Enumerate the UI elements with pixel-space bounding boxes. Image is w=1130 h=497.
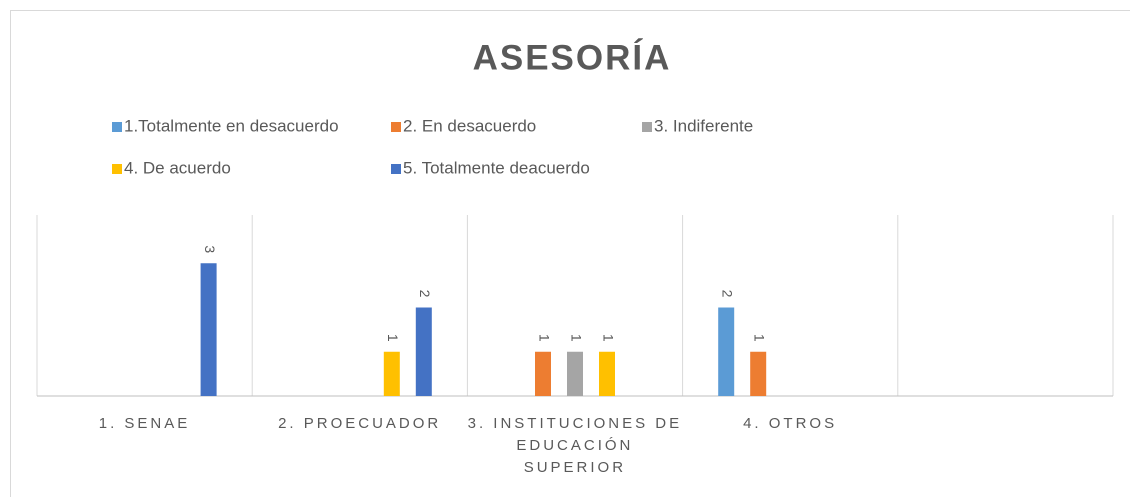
bar [718, 307, 735, 396]
bar [535, 351, 551, 396]
data-label: 1 [536, 334, 552, 342]
bar [750, 351, 767, 396]
bar [567, 351, 583, 396]
x-tick-label: 2. PROECUADOR [278, 415, 442, 432]
data-label: 1 [568, 334, 584, 342]
legend-label: 1.Totalmente en desacuerdo [124, 116, 339, 135]
data-label: 1 [600, 334, 616, 342]
chart-title: ASESORÍA [473, 37, 672, 77]
legend-label: 5. Totalmente deacuerdo [403, 158, 590, 177]
data-label: 2 [719, 290, 735, 298]
legend-swatch [112, 122, 122, 132]
bar [415, 307, 432, 396]
legend-label: 2. En desacuerdo [403, 116, 536, 135]
legend-label: 3. Indiferente [654, 116, 753, 135]
bar [383, 351, 400, 396]
legend-swatch [112, 164, 122, 174]
data-label: 3 [202, 245, 218, 253]
x-tick-label: 3. INSTITUCIONES DE EDUCACIÓN SUPERIOR [467, 415, 683, 476]
data-label: 1 [751, 334, 767, 342]
legend-swatch [642, 122, 652, 132]
legend-swatch [391, 164, 401, 174]
bar [200, 263, 217, 396]
chart-border [10, 10, 1130, 497]
data-label: 2 [417, 290, 433, 298]
bar [599, 351, 615, 396]
x-tick-label: 4. OTROS [743, 415, 838, 432]
x-tick-label: 1. SENAE [98, 415, 191, 432]
legend-swatch [391, 122, 401, 132]
legend-label: 4. De acuerdo [124, 158, 231, 177]
data-label: 1 [385, 334, 401, 342]
